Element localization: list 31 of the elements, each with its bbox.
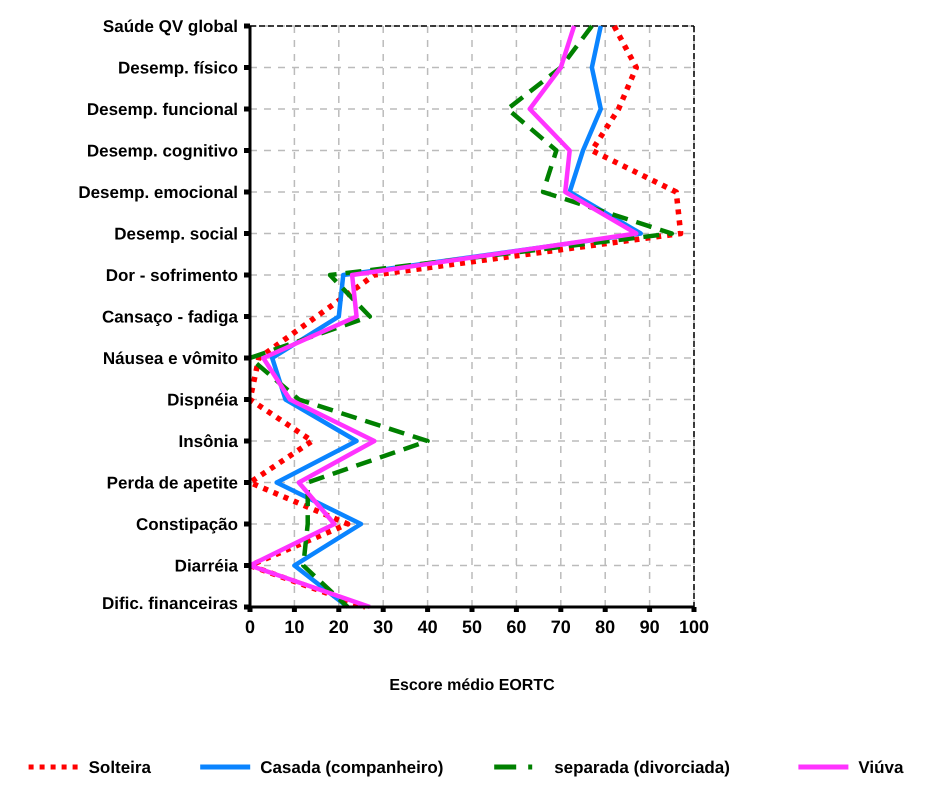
y-tick-label: Náusea e vômito [102, 348, 238, 368]
x-tick-label: 70 [550, 617, 571, 637]
x-tick-label: 10 [284, 617, 304, 637]
y-tick-label: Desemp. emocional [78, 182, 238, 202]
x-axis-title: Escore médio EORTC [389, 677, 556, 694]
y-tick-label: Diarréia [174, 556, 239, 576]
x-tick-label: 0 [244, 617, 256, 637]
y-tick-label: Desemp. cognitivo [86, 141, 238, 160]
y-tick-label: Desemp. funcional [86, 100, 238, 119]
y-tick-label: Perda de apetite [106, 473, 238, 492]
y-tick-label: Dispnéia [167, 390, 239, 410]
legend-label: separada (divorciada) [554, 758, 730, 777]
x-tick-label: 80 [595, 617, 616, 637]
x-tick-label: 60 [506, 617, 526, 637]
x-tick-label: 100 [678, 617, 710, 637]
x-tick-label: 20 [328, 617, 349, 637]
x-tick-label: 90 [640, 617, 660, 637]
y-tick-label: Saúde QV global [102, 16, 238, 36]
x-tick-label: 30 [373, 617, 394, 637]
legend-label: Viúva [858, 758, 904, 777]
y-tick-label: Cansaço - fadiga [102, 307, 239, 326]
y-tick-label: Insônia [178, 432, 239, 451]
x-tick-label: 50 [462, 617, 482, 637]
y-tick-label: Dor - sofrimento [106, 266, 238, 285]
x-tick-label: 40 [418, 617, 438, 637]
legend-label: Casada (companheiro) [260, 758, 444, 777]
y-tick-label: Desemp. físico [118, 58, 238, 78]
y-tick-label: Desemp. social [114, 224, 238, 244]
legend-label: Solteira [88, 758, 152, 777]
y-tick-label: Dific. financeiras [102, 594, 238, 613]
y-tick-label: Constipação [136, 514, 238, 534]
